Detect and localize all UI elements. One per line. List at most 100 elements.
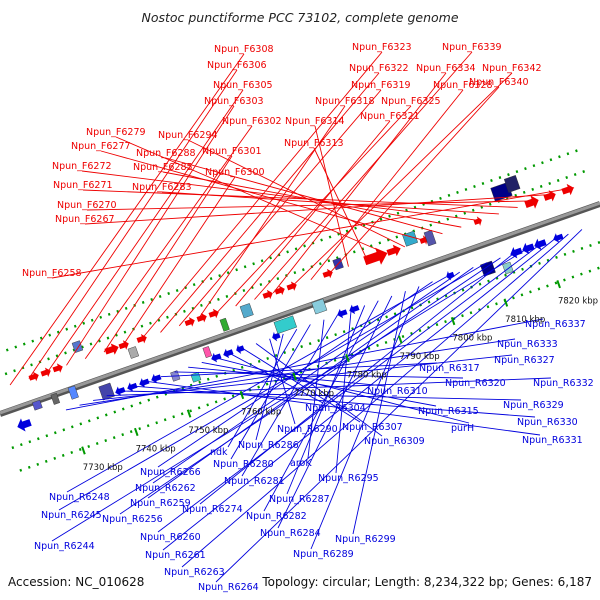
map-title: Nostoc punctiforme PCC 73102, complete g…: [141, 10, 458, 25]
reverse-gene-shape: [553, 233, 564, 243]
reverse-gene-label: ndk: [210, 447, 228, 458]
forward-gene-leader: [115, 136, 387, 254]
reverse-gene-leader: [263, 300, 379, 512]
reverse-gene-label: Npun_R6330: [517, 417, 578, 428]
reverse-gene-label: Npun_R6317: [419, 363, 480, 374]
reverse-gene-leader: [215, 229, 583, 583]
kbp-tick-mark: [134, 427, 139, 437]
reverse-gene: [139, 378, 150, 388]
forward-gene: [543, 190, 556, 202]
reverse-gene: [127, 382, 138, 392]
forward-gene: [561, 183, 574, 196]
forward-gene-label: Npun_F6306: [207, 60, 267, 71]
feature-box-shape: [423, 229, 437, 247]
forward-gene: [196, 312, 207, 323]
feature-box: [273, 315, 297, 334]
reverse-gene-label: Npun_R6263: [164, 567, 225, 578]
forward-gene-label: Npun_F6267: [55, 214, 115, 225]
forward-gene-leader: [310, 89, 464, 281]
forward-gene: [262, 289, 273, 300]
reverse-gene-leader: [51, 248, 528, 542]
reverse-gene-label: Npun_R6309: [364, 436, 425, 447]
forward-gene: [184, 317, 195, 327]
forward-gene-label: Npun_F6271: [53, 180, 113, 191]
forward-gene-label: Npun_F6322: [349, 63, 409, 74]
reverse-gene-leader: [199, 252, 515, 505]
reverse-gene-leader: [120, 390, 522, 401]
feature-box: [219, 317, 230, 332]
reverse-gene-label: Npun_R6327: [494, 355, 555, 366]
reverse-gene-label: Npun_R6282: [246, 511, 307, 522]
forward-gene: [40, 367, 51, 378]
forward-gene-shape: [28, 371, 39, 382]
feature-box-shape: [50, 392, 61, 405]
forward-gene-shape: [40, 367, 51, 378]
forward-gene-leader: [122, 176, 236, 346]
reverse-gene: [272, 331, 281, 342]
reverse-gene-shape: [17, 418, 32, 432]
reverse-gene-leader: [230, 324, 311, 460]
kbp-tick-label: 7760 kbp: [241, 407, 281, 417]
forward-gene: [274, 285, 285, 296]
reverse-gene: [337, 308, 348, 319]
forward-gene: [524, 195, 539, 209]
forward-gene-leader: [160, 72, 380, 333]
gene-labels: Npun_F6308 Npun_F6306 Npun_F6305 Npun_F6303…: [22, 42, 594, 593]
reverse-gene: [522, 242, 535, 255]
reverse-gene-leader: [162, 238, 556, 551]
forward-gene-shape: [208, 308, 219, 319]
reverse-gene-leader: [352, 291, 406, 535]
forward-gene-shape: [262, 289, 273, 300]
reverse-gene-shape: [349, 304, 360, 315]
reverse-gene-label: Npun_R6274: [182, 504, 243, 515]
feature-box-shape: [273, 315, 297, 334]
reverse-gene-label: Npun_R6337: [525, 319, 586, 330]
kbp-tick-mark: [186, 409, 192, 418]
kbp-tick-mark: [556, 280, 561, 289]
feature-box: [190, 371, 202, 383]
kbp-tick-label: 7790 kbp: [400, 352, 440, 362]
reverse-gene-label: Npun_R6315: [418, 406, 479, 417]
feature-box-shape: [202, 346, 213, 359]
reverse-gene: [510, 247, 523, 259]
reverse-gene-label: Npun_R6264: [198, 582, 259, 593]
reverse-gene-leader: [242, 347, 361, 423]
kbp-tick-label: 7820 kbp: [558, 297, 598, 307]
forward-gene-leader: [84, 193, 556, 225]
forward-gene-shape: [184, 317, 195, 327]
reverse-gene-label: Npun_R6260: [140, 532, 201, 543]
reverse-gene: [553, 233, 564, 243]
feature-box: [202, 346, 213, 359]
forward-gene-label: Npun_F6288: [136, 148, 196, 159]
forward-gene-label: Npun_F6302: [222, 116, 282, 127]
forward-gene-label: Npun_F6313: [284, 138, 344, 149]
reverse-gene-shape: [510, 247, 523, 259]
feature-box: [311, 298, 328, 315]
forward-gene-label: Npun_F6303: [204, 96, 264, 107]
forward-gene-shape: [196, 312, 207, 323]
forward-gene-label: Npun_F6300: [205, 167, 265, 178]
feature-box-shape: [402, 230, 418, 247]
forward-gene-leader: [51, 187, 575, 279]
feature-box-shape: [311, 298, 328, 315]
accession-text: Accession: NC_010628: [8, 575, 144, 589]
reverse-gene-label: Npun_R6320: [445, 378, 506, 389]
reverse-gene-label: Npun_R6286: [238, 440, 299, 451]
reverse-gene-label: Npun_R6304: [305, 403, 366, 414]
reverse-gene-leader: [255, 333, 284, 441]
feature-box: [127, 346, 140, 359]
forward-gene-label: Npun_F6319: [351, 80, 411, 91]
reverse-gene-leader: [119, 257, 501, 515]
kbp-tick-mark: [345, 353, 350, 363]
forward-gene-leader: [165, 157, 443, 235]
forward-gene-label: Npun_F6334: [416, 63, 476, 74]
kbp-tick-label: 7730 kbp: [83, 463, 123, 473]
reverse-gene-shape: [272, 331, 281, 342]
reverse-gene-label: Npun_R6329: [503, 400, 564, 411]
reverse-gene: [151, 373, 162, 384]
kbp-tick-mark: [450, 317, 456, 326]
forward-gene-leader: [314, 125, 349, 267]
reverse-gene-shape: [236, 344, 245, 354]
forward-gene-leader: [81, 170, 481, 221]
